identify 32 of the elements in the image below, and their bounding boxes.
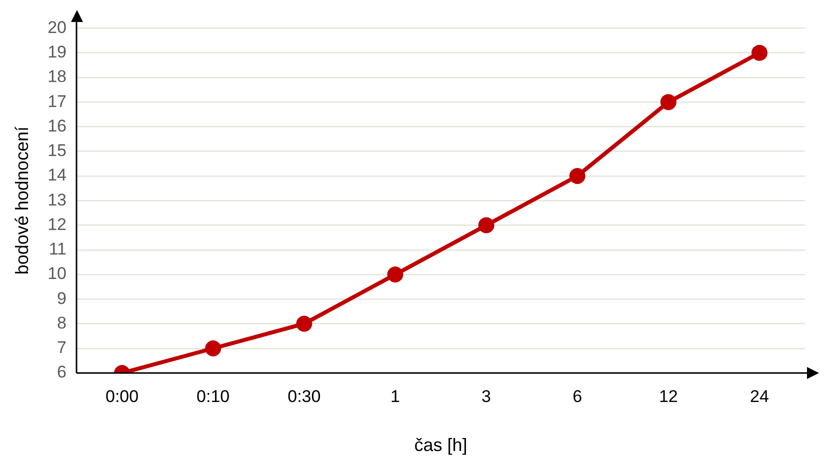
- x-axis-title: čas [h]: [414, 435, 468, 456]
- point: [387, 266, 404, 282]
- point: [751, 44, 768, 61]
- y-tick-label: 19: [48, 42, 67, 62]
- y-tick-label: 10: [48, 264, 67, 284]
- y-tick-label: 16: [48, 116, 67, 136]
- point: [296, 316, 312, 332]
- x-tick-label: 12: [658, 386, 678, 406]
- point: [478, 217, 494, 234]
- x-tick-label: 3: [482, 386, 492, 406]
- x-tick-label: 1: [390, 386, 400, 406]
- y-axis-title: bodové hodnocení: [12, 126, 32, 275]
- x-tick-label: 0:30: [288, 386, 321, 406]
- x-tick-label: 6: [572, 386, 582, 406]
- y-tick-label: 9: [57, 288, 67, 308]
- y-tick-label: 17: [48, 92, 67, 111]
- y-tick-label: 20: [48, 18, 67, 37]
- point: [569, 168, 586, 184]
- y-tick-label: 12: [48, 214, 67, 234]
- y-tick-label: 11: [48, 240, 67, 259]
- x-tick-label: 0:10: [196, 386, 230, 406]
- point: [205, 340, 222, 356]
- x-tick-label: 24: [750, 386, 769, 406]
- y-tick-label: 7: [57, 338, 67, 358]
- x-tick-label: 0:00: [105, 386, 139, 406]
- y-tick-label: 15: [48, 141, 67, 160]
- y-tick-label: 13: [48, 190, 67, 210]
- point: [660, 94, 676, 110]
- y-tick-label: 18: [48, 67, 67, 86]
- y-tick-label: 14: [48, 166, 67, 185]
- y-tick-label: 8: [57, 313, 67, 332]
- y-tick-label: 6: [57, 362, 67, 382]
